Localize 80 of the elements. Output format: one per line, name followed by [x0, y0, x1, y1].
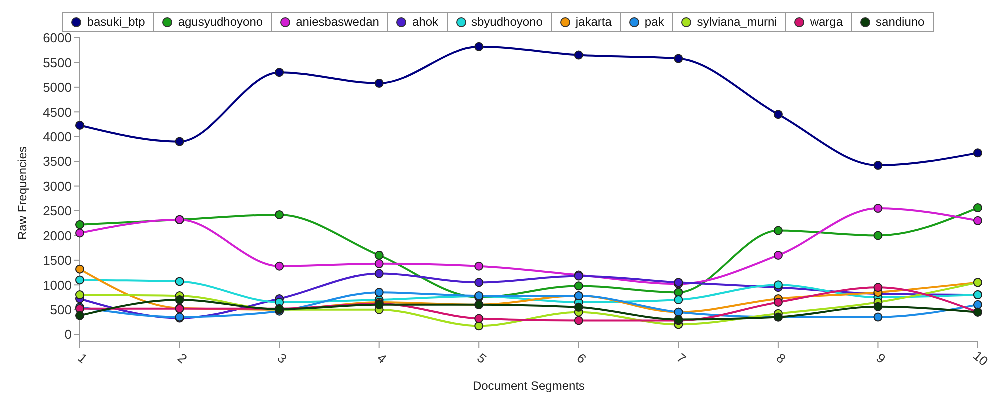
- point: [76, 311, 84, 320]
- point: [874, 312, 883, 322]
- x-tick-label: 1: [75, 350, 90, 367]
- point: [574, 282, 584, 291]
- y-tick-label: 6000: [43, 30, 72, 46]
- point: [974, 148, 982, 158]
- point: [774, 280, 783, 290]
- point: [374, 269, 384, 278]
- y-tick-label: 500: [50, 302, 72, 318]
- point: [175, 137, 184, 146]
- x-tick-label: 4: [374, 350, 390, 367]
- point: [474, 262, 484, 271]
- x-tick-label: 3: [274, 350, 290, 367]
- point: [275, 68, 284, 78]
- y-tick-label: 5000: [43, 80, 72, 96]
- y-tick-label: 0: [64, 327, 72, 342]
- point: [374, 78, 384, 88]
- legend-label: pak: [620, 13, 672, 31]
- point: [874, 283, 883, 292]
- point: [674, 295, 684, 304]
- legend-label: basuki_btp: [86, 14, 146, 31]
- point: [374, 250, 384, 260]
- point: [76, 228, 84, 238]
- y-tick-label: 2500: [43, 204, 72, 219]
- y-tick-label: 1000: [43, 278, 72, 293]
- legend-label: aniesbaswedan: [271, 13, 388, 31]
- point: [76, 264, 84, 274]
- point: [574, 316, 584, 326]
- point: [874, 302, 883, 312]
- point: [474, 314, 484, 324]
- point: [76, 276, 84, 285]
- legend-label: sylviana_murni: [672, 13, 786, 31]
- point: [674, 288, 684, 298]
- legend-label: agusyudhoyono: [153, 13, 272, 31]
- point: [874, 161, 883, 170]
- point: [974, 204, 982, 213]
- point: [674, 54, 684, 64]
- point: [974, 300, 982, 310]
- y-tick-label: 5500: [43, 55, 72, 70]
- legend-label: warga: [785, 13, 852, 31]
- x-axis-title: Document Segments: [472, 379, 586, 393]
- point: [774, 298, 783, 307]
- x-tick-label: 7: [674, 350, 690, 367]
- point: [76, 290, 84, 300]
- x-tick-label: 9: [874, 350, 889, 367]
- x-tick-label: 6: [574, 350, 590, 367]
- point: [275, 262, 284, 271]
- legend-label: ahok: [387, 13, 446, 31]
- point: [874, 231, 883, 240]
- point: [374, 259, 384, 268]
- point: [175, 277, 184, 286]
- point: [76, 220, 84, 230]
- point: [374, 288, 384, 298]
- point: [474, 278, 484, 288]
- point: [574, 302, 584, 312]
- x-tick-label: 8: [774, 350, 789, 367]
- point: [874, 204, 883, 214]
- x-tick-label: 5: [474, 350, 490, 367]
- y-tick-label: 4500: [43, 104, 72, 120]
- point: [175, 295, 184, 304]
- point: [774, 226, 783, 236]
- y-tick-label: 4000: [43, 129, 72, 144]
- point: [974, 216, 982, 226]
- y-tick-label: 1500: [43, 253, 72, 268]
- y-tick-label: 2000: [43, 228, 72, 244]
- y-tick-label: 3500: [43, 154, 72, 170]
- x-tick-label: 10: [970, 348, 992, 369]
- point: [76, 120, 84, 130]
- point: [275, 210, 284, 220]
- point: [474, 42, 484, 52]
- legend-label: sandiuno: [851, 13, 933, 31]
- legend-label: jakarta: [550, 13, 620, 31]
- legend-label: sbyudhoyono: [446, 13, 551, 31]
- x-tick-label: 2: [175, 350, 190, 367]
- point: [574, 50, 584, 60]
- point: [774, 110, 783, 120]
- y-axis-title: Raw Frequencies: [15, 146, 30, 240]
- point: [774, 250, 783, 260]
- y-tick-label: 3000: [43, 178, 72, 194]
- point: [474, 322, 484, 331]
